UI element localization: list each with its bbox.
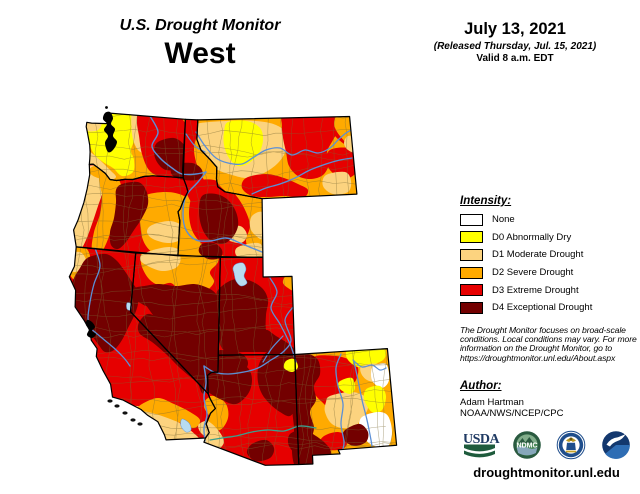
svg-text:NDMC: NDMC — [517, 442, 538, 449]
svg-text:USDA: USDA — [464, 432, 501, 447]
